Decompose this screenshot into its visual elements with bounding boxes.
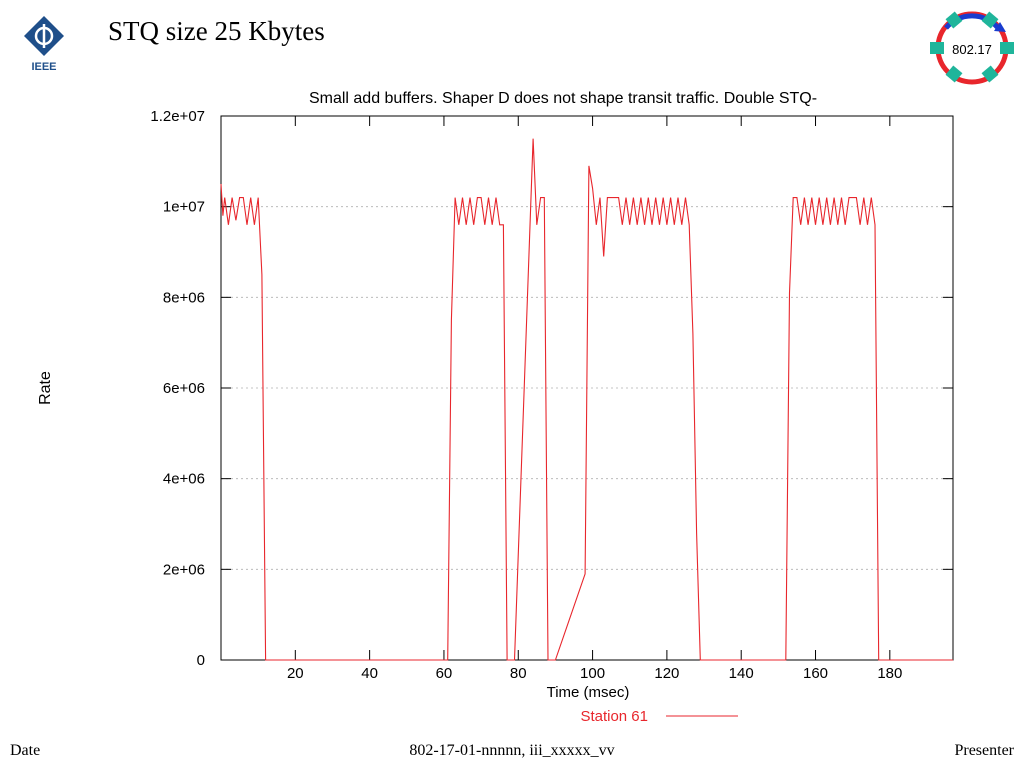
chart-title: Small add buffers. Shaper D does not sha… <box>309 90 817 107</box>
footer-document-id: 802-17-01-nnnnn, iii_xxxxx_vv <box>409 742 615 759</box>
series-lines <box>220 138 953 661</box>
rate-line-chart: Small add buffers. Shaper D does not sha… <box>37 90 954 725</box>
footer-date: Date <box>10 742 41 759</box>
y-tick-label: 0 <box>197 652 205 669</box>
x-tick-label: 80 <box>510 665 527 682</box>
slide-title: STQ size 25 Kbytes <box>108 16 325 46</box>
x-tick-label: 20 <box>287 665 304 682</box>
legend-label-station-61: Station 61 <box>580 708 648 725</box>
x-tick-label: 180 <box>877 665 902 682</box>
y-tick-label: 8e+06 <box>163 289 205 306</box>
chart-legend: Station 61 <box>580 708 738 725</box>
ieee-logo-text: IEEE <box>31 61 56 73</box>
y-axis-label: Rate <box>37 371 54 405</box>
x-tick-label: 100 <box>580 665 605 682</box>
y-tick-label: 4e+06 <box>163 471 205 488</box>
series-line-station-61 <box>220 138 953 661</box>
x-tick-label: 160 <box>803 665 828 682</box>
axis-ticks: 0 2e+06 4e+06 6e+06 8e+06 1e+07 1.2e+07 20 40 60 8… <box>150 108 953 682</box>
y-tick-label: 1e+07 <box>163 199 205 216</box>
ieee-logo-icon: IEEE <box>24 16 64 73</box>
y-tick-label: 2e+06 <box>163 561 205 578</box>
x-tick-label: 60 <box>436 665 453 682</box>
footer-presenter: Presenter <box>954 742 1014 759</box>
ring-802-17-logo-icon: 802.17 <box>930 11 1014 85</box>
x-tick-label: 140 <box>729 665 754 682</box>
x-axis-label: Time (msec) <box>547 684 630 701</box>
x-tick-label: 40 <box>361 665 378 682</box>
y-tick-label: 1.2e+07 <box>150 108 205 125</box>
x-tick-label: 120 <box>654 665 679 682</box>
ring-logo-text: 802.17 <box>952 42 992 57</box>
y-tick-label: 6e+06 <box>163 380 205 397</box>
